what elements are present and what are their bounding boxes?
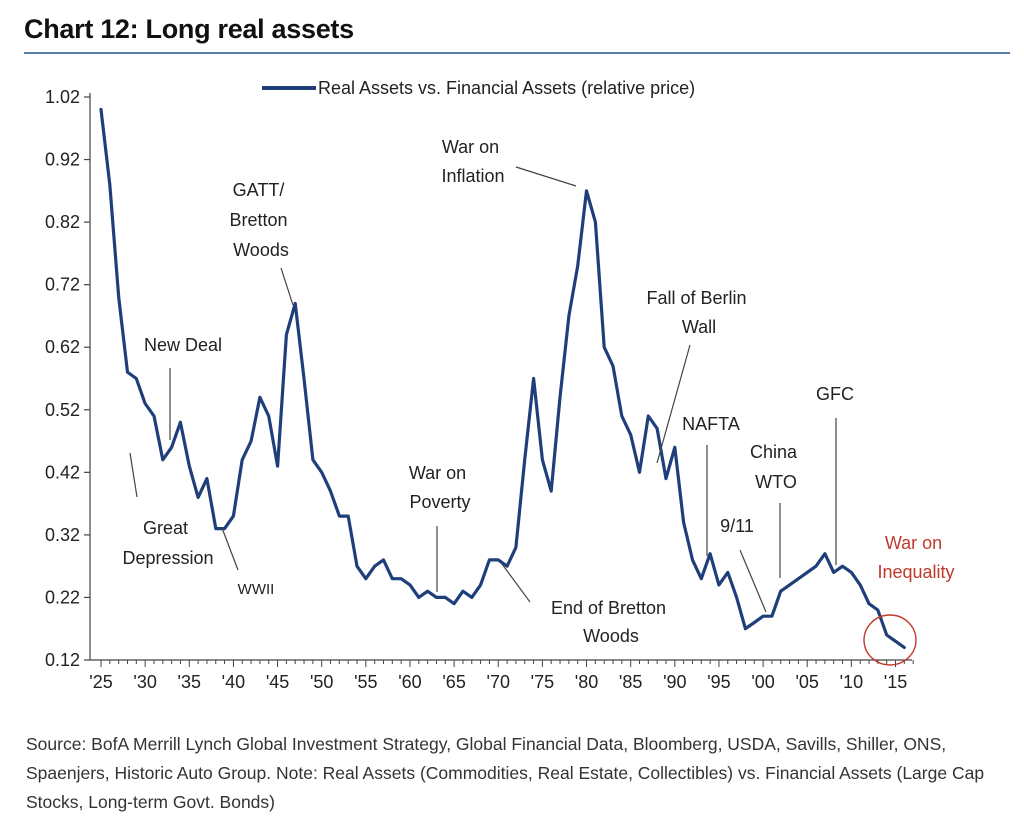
x-tick-label: '45 xyxy=(266,672,289,692)
x-tick-label: '90 xyxy=(663,672,686,692)
x-tick-label: '65 xyxy=(442,672,465,692)
annotation-gfc: GFC xyxy=(816,384,854,404)
x-tick-label: '50 xyxy=(310,672,333,692)
y-tick-label: 0.62 xyxy=(45,337,80,357)
y-tick-label: 0.92 xyxy=(45,150,80,170)
x-tick-label: '70 xyxy=(487,672,510,692)
annotation-war-on-inflation: War on Inflation xyxy=(441,137,504,186)
annotation-great-depression: Great Depression xyxy=(122,518,213,568)
leader-wwii xyxy=(221,527,239,571)
annotation-end-of-bretton-woods: End of Bretton Woods xyxy=(551,598,671,646)
y-tick-label: 0.22 xyxy=(45,587,80,607)
annotation-nafta: NAFTA xyxy=(682,414,740,434)
source-note: Source: BofA Merrill Lynch Global Invest… xyxy=(26,734,985,812)
annotation-wwii: WWII xyxy=(238,581,275,598)
annotation-china-wto: China WTO xyxy=(750,442,802,492)
y-tick-label: 0.82 xyxy=(45,212,80,232)
axes: 1.02 0.92 0.82 0.72 0.62 0.52 0.42 0.32 0.22 0.12… xyxy=(45,87,914,692)
annotation-gatt: GATT/ Bretton Woods xyxy=(229,180,292,260)
y-tick-label: 1.02 xyxy=(45,87,80,107)
annotations: GATT/ Bretton Woods New Deal Great Depre… xyxy=(122,137,954,646)
x-tick-label: '00 xyxy=(751,672,774,692)
x-tick-label: '95 xyxy=(707,672,730,692)
title-rule xyxy=(24,52,1010,54)
x-tick-label: '85 xyxy=(619,672,642,692)
leader-great-depression xyxy=(129,452,138,498)
x-tick-label: '75 xyxy=(531,672,554,692)
x-tick-label: '10 xyxy=(840,672,863,692)
annotation-fall-of-berlin-wall: Fall of Berlin Wall xyxy=(646,288,751,337)
chart-title: Chart 12: Long real assets xyxy=(24,14,354,44)
legend-label: Real Assets vs. Financial Assets (relati… xyxy=(318,78,695,98)
y-tick-label: 0.72 xyxy=(45,275,80,295)
annotation-9-11: 9/11 xyxy=(720,516,754,536)
series-line xyxy=(99,107,906,650)
leader-gatt xyxy=(280,267,294,306)
annotation-gatt-line: GATT/ xyxy=(233,180,285,200)
y-tick-label: 0.52 xyxy=(45,400,80,420)
leader-berlin xyxy=(656,344,691,464)
x-tick-label: '80 xyxy=(575,672,598,692)
x-tick-label: '35 xyxy=(178,672,201,692)
x-tick-label: '60 xyxy=(398,672,421,692)
x-tick-label: '55 xyxy=(354,672,377,692)
leader-end-bretton xyxy=(501,563,531,603)
x-tick-label: '40 xyxy=(222,672,245,692)
leader-war-on-inflation xyxy=(515,166,577,187)
inequality-highlight-circle xyxy=(863,614,917,666)
x-tick-label: '15 xyxy=(884,672,907,692)
x-tick-label: '25 xyxy=(89,672,112,692)
annotation-lines xyxy=(129,166,837,613)
annotation-gatt-line: Woods xyxy=(233,240,289,260)
annotation-new-deal: New Deal xyxy=(144,335,222,355)
annotation-war-on-poverty: War on Poverty xyxy=(409,463,471,512)
y-tick-label: 0.12 xyxy=(45,650,80,670)
annotation-war-on-inequality: War on Inequality xyxy=(877,533,954,582)
y-tick-label: 0.32 xyxy=(45,525,80,545)
line-chart: 1.02 0.92 0.82 0.72 0.62 0.52 0.42 0.32 0.22 0.12… xyxy=(45,78,955,692)
annotation-gatt-line: Bretton xyxy=(229,210,287,230)
series-layer xyxy=(99,107,906,650)
legend: Real Assets vs. Financial Assets (relati… xyxy=(262,78,695,98)
x-tick-label: '05 xyxy=(795,672,818,692)
x-tick-label: '30 xyxy=(133,672,156,692)
y-tick-label: 0.42 xyxy=(45,462,80,482)
leader-9-11 xyxy=(739,549,767,613)
